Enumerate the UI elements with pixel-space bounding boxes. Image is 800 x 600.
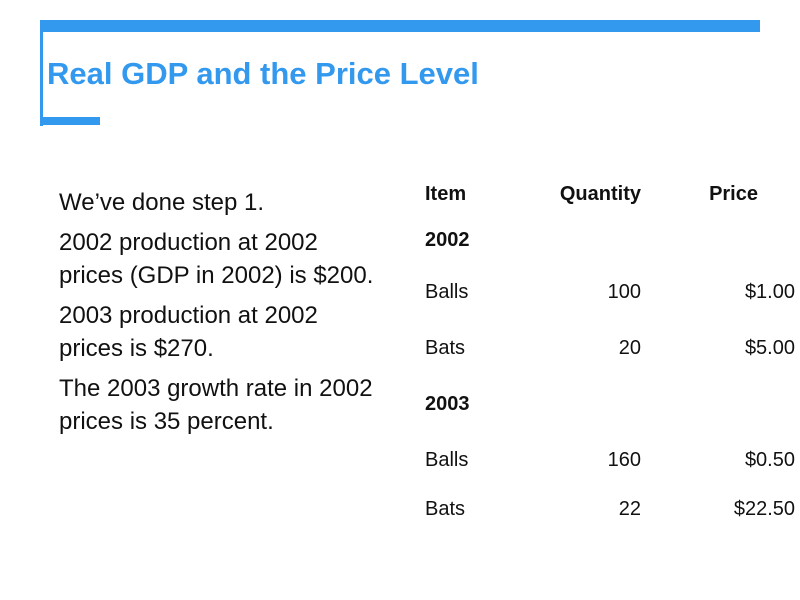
quantity-cell: 100 — [607, 280, 641, 303]
top-accent-bar — [40, 20, 760, 32]
price-cell: $1.00 — [744, 280, 795, 303]
table-row: Bats 20 $5.00 — [418, 318, 795, 378]
column-header-item: Item — [425, 182, 467, 205]
item-cell: Balls — [425, 448, 469, 471]
bullet-text: The 2003 growth rate in 2002 prices is 3… — [59, 375, 373, 435]
quantity-cell: 20 — [618, 336, 641, 359]
year-label: 2003 — [425, 392, 470, 415]
table-row: Balls 100 $1.00 — [418, 266, 795, 318]
item-cell: Balls — [425, 280, 469, 303]
table-year-row: 2003 — [418, 378, 795, 430]
table-header-row: Item Quantity Price — [418, 174, 795, 214]
table-row: Balls 160 $0.50 — [418, 430, 795, 490]
price-cell: $5.00 — [744, 336, 795, 359]
left-accent-bar — [40, 20, 43, 126]
bullet-text: We’ve done step 1. — [59, 189, 265, 216]
table-row: Bats 22 $22.50 — [418, 490, 795, 528]
quantity-cell: 160 — [607, 448, 641, 471]
table-year-row: 2002 — [418, 214, 795, 266]
quantity-price-table: Item Quantity Price 2002 Balls 100 $1.00… — [418, 174, 795, 528]
bullet-text: 2003 production at 2002 prices is $270. — [59, 302, 318, 362]
column-header-price: Price — [709, 182, 758, 205]
price-cell: $22.50 — [733, 497, 795, 520]
bottom-accent-bar — [40, 117, 100, 125]
price-cell: $0.50 — [744, 448, 795, 471]
column-header-quantity: Quantity — [559, 182, 641, 205]
bullet-text: 2002 production at 2002 prices (GDP in 2… — [59, 229, 374, 289]
quantity-cell: 22 — [618, 497, 641, 520]
item-cell: Bats — [425, 336, 466, 359]
year-label: 2002 — [425, 228, 470, 251]
slide-title: Real GDP and the Price Level — [47, 56, 479, 91]
item-cell: Bats — [425, 497, 466, 520]
slide-body: We’ve done step 1. 2002 production at 20… — [59, 186, 379, 445]
